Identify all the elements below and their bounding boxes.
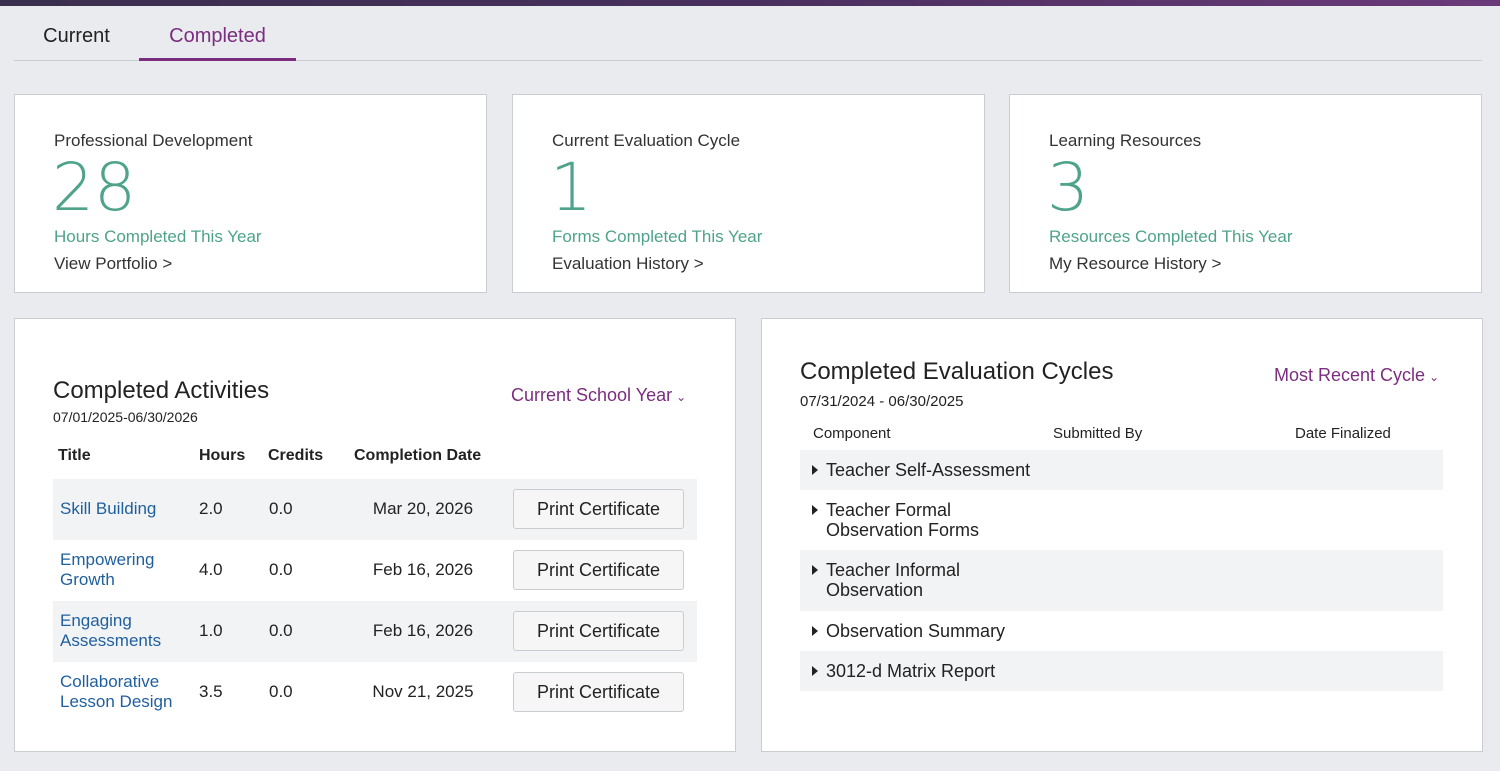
col-credits: Credits <box>268 447 324 464</box>
activity-date: Feb 16, 2026 <box>372 621 474 640</box>
print-certificate-button[interactable]: Print Certificate <box>513 672 684 712</box>
activity-hours: 4.0 <box>199 560 223 579</box>
stat-sub: Forms Completed This Year <box>552 227 763 246</box>
expand-icon[interactable] <box>812 565 818 575</box>
activity-title-link[interactable]: Empowering Growth <box>60 550 155 589</box>
cycle-dropdown[interactable]: Most Recent Cycle ⌄ <box>1274 365 1439 386</box>
evaluation-component: Observation Summary <box>826 621 1006 641</box>
activity-credits: 0.0 <box>269 499 293 518</box>
table-row: Empowering Growth 4.0 0.0 Feb 16, 2026 P… <box>53 540 697 601</box>
col-completion-date: Completion Date <box>354 447 482 464</box>
activity-credits: 0.0 <box>269 682 293 701</box>
stat-value: 3 <box>1047 149 1089 226</box>
expand-icon[interactable] <box>812 505 818 515</box>
resource-history-link[interactable]: My Resource History > <box>1049 254 1222 273</box>
stat-label: Professional Development <box>54 131 253 150</box>
chevron-down-icon: ⌄ <box>676 390 687 404</box>
top-accent-bar <box>0 0 1500 6</box>
stat-sub: Hours Completed This Year <box>54 227 262 246</box>
evaluation-row[interactable]: Observation Summary <box>800 611 1443 651</box>
activity-date: Feb 16, 2026 <box>372 560 474 579</box>
tab-bar: Current Completed <box>14 6 1482 61</box>
expand-icon[interactable] <box>812 465 818 475</box>
evaluation-history-link[interactable]: Evaluation History > <box>552 254 704 273</box>
evaluation-component: 3012-d Matrix Report <box>826 661 996 681</box>
view-portfolio-link[interactable]: View Portfolio > <box>54 254 173 273</box>
dropdown-label: Most Recent Cycle <box>1274 365 1426 385</box>
stat-value: 1 <box>550 149 592 226</box>
activity-credits: 0.0 <box>269 621 293 640</box>
col-hours: Hours <box>199 447 246 464</box>
activity-credits: 0.0 <box>269 560 293 579</box>
evaluation-component: Teacher Self-Assessment <box>826 460 1031 480</box>
school-year-dropdown[interactable]: Current School Year ⌄ <box>511 385 686 406</box>
stat-card-learning-resources: Learning Resources 3 Resources Completed… <box>1009 94 1482 293</box>
activity-hours: 2.0 <box>199 499 223 518</box>
stat-card-evaluation-cycle: Current Evaluation Cycle 1 Forms Complet… <box>512 94 985 293</box>
table-row: Engaging Assessments 1.0 0.0 Feb 16, 202… <box>53 601 697 662</box>
print-certificate-button[interactable]: Print Certificate <box>513 611 684 651</box>
stat-card-professional-development: Professional Development 28 Hours Comple… <box>14 94 487 293</box>
chevron-down-icon: ⌄ <box>1429 370 1440 384</box>
activity-hours: 3.5 <box>199 682 223 701</box>
evaluation-row[interactable]: Teacher Formal Observation Forms <box>800 490 1443 550</box>
print-certificate-button[interactable]: Print Certificate <box>513 550 684 590</box>
activity-title-link[interactable]: Skill Building <box>60 499 157 518</box>
activities-date-range: 07/01/2025-06/30/2026 <box>53 409 198 425</box>
activity-title-link[interactable]: Collaborative Lesson Design <box>60 672 173 711</box>
completed-activities-panel: Completed Activities 07/01/2025-06/30/20… <box>14 318 736 752</box>
evaluations-date-range: 07/31/2024 - 06/30/2025 <box>800 393 964 410</box>
completed-evaluations-panel: Completed Evaluation Cycles 07/31/2024 -… <box>761 318 1483 752</box>
table-row: Collaborative Lesson Design 3.5 0.0 Nov … <box>53 662 697 723</box>
col-submitted-by: Submitted By <box>1053 425 1143 442</box>
col-component: Component <box>813 425 891 442</box>
stat-sub: Resources Completed This Year <box>1049 227 1293 246</box>
tab-current[interactable]: Current <box>43 25 110 47</box>
table-row: Skill Building 2.0 0.0 Mar 20, 2026 Prin… <box>53 479 697 540</box>
evaluation-component: Teacher Formal Observation Forms <box>826 500 980 540</box>
expand-icon[interactable] <box>812 666 818 676</box>
stat-label: Learning Resources <box>1049 131 1202 150</box>
evaluation-row[interactable]: 3012-d Matrix Report <box>800 651 1443 691</box>
stat-value: 28 <box>52 149 136 226</box>
activity-title-link[interactable]: Engaging Assessments <box>60 611 162 650</box>
dropdown-label: Current School Year <box>511 385 673 405</box>
evaluation-component: Teacher Informal Observation <box>826 560 961 600</box>
evaluation-row[interactable]: Teacher Informal Observation <box>800 550 1443 611</box>
evaluations-title: Completed Evaluation Cycles <box>800 358 1114 385</box>
activity-hours: 1.0 <box>199 621 223 640</box>
activity-date: Mar 20, 2026 <box>372 499 474 518</box>
activities-title: Completed Activities <box>53 377 270 404</box>
activity-date: Nov 21, 2025 <box>372 682 474 701</box>
evaluation-row[interactable]: Teacher Self-Assessment <box>800 450 1443 490</box>
col-date-finalized: Date Finalized <box>1295 425 1391 442</box>
col-title: Title <box>58 447 91 464</box>
stat-label: Current Evaluation Cycle <box>552 131 741 150</box>
tab-completed[interactable]: Completed <box>139 6 296 61</box>
print-certificate-button[interactable]: Print Certificate <box>513 489 684 529</box>
expand-icon[interactable] <box>812 626 818 636</box>
